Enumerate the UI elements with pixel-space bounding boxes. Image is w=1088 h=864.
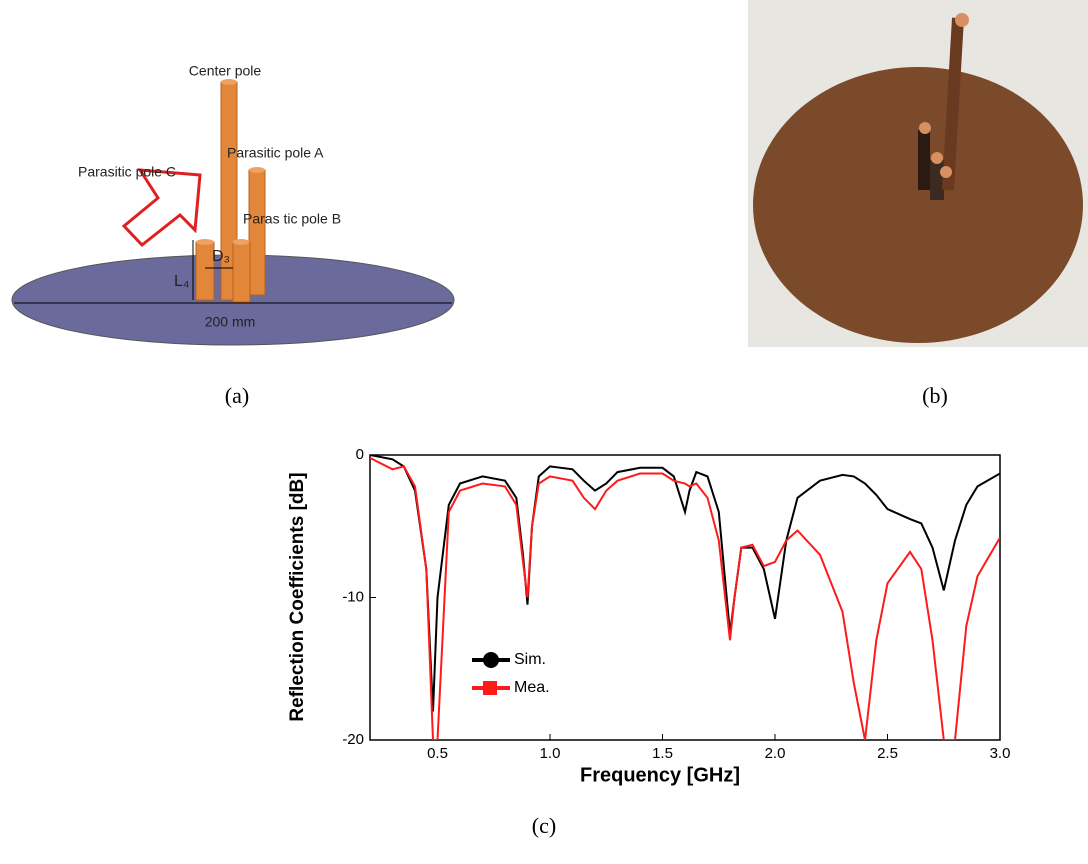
pole-top — [931, 152, 943, 164]
pole — [232, 241, 251, 303]
x-tick-label: 2.0 — [765, 745, 786, 762]
pole-top — [221, 79, 237, 85]
caption: (b) — [922, 383, 948, 408]
label: D₃ — [212, 248, 230, 265]
pole — [942, 17, 964, 191]
label: L₄ — [174, 273, 189, 290]
series-line — [370, 455, 1000, 712]
y-tick-label: 0 — [356, 446, 364, 463]
pole-top — [249, 167, 265, 173]
pole-top — [919, 122, 931, 134]
pole — [930, 160, 944, 200]
legend-label: Sim. — [514, 651, 546, 668]
y-axis-title: Reflection Coefficients [dB] — [287, 472, 308, 721]
y-tick-label: -20 — [342, 731, 364, 748]
y-tick-label: -10 — [342, 588, 364, 605]
label: 200 mm — [205, 314, 256, 330]
pole-top — [940, 166, 952, 178]
pole-top — [955, 13, 969, 27]
label: Parasitic pole A — [227, 145, 324, 161]
pole-top — [196, 239, 214, 245]
label: Center pole — [189, 63, 262, 79]
legend-marker — [483, 681, 497, 695]
label: Paras tic pole B — [243, 211, 341, 227]
pole-top — [232, 239, 250, 245]
series-line — [370, 457, 1000, 740]
legend-label: Mea. — [514, 679, 550, 696]
x-tick-label: 1.0 — [540, 745, 561, 762]
antenna-photo — [748, 0, 1088, 347]
antenna-diagram: Center pole Parasitic pole A Parasitic p… — [11, 63, 455, 346]
x-axis-title: Frequency [GHz] — [580, 764, 740, 786]
x-tick-label: 2.5 — [877, 745, 898, 762]
plot-frame — [369, 454, 1001, 741]
pole — [918, 130, 930, 190]
legend-marker — [483, 652, 499, 668]
caption: (a) — [225, 383, 249, 408]
disk — [753, 67, 1083, 343]
caption: (c) — [532, 813, 556, 838]
x-tick-label: 1.5 — [652, 745, 673, 762]
x-tick-label: 3.0 — [990, 745, 1011, 762]
arrow — [121, 168, 202, 248]
x-tick-label: 0.5 — [427, 745, 448, 762]
pole — [248, 169, 266, 296]
legend: Sim. Mea. — [472, 651, 550, 696]
label: Parasitic pole C — [78, 164, 176, 180]
